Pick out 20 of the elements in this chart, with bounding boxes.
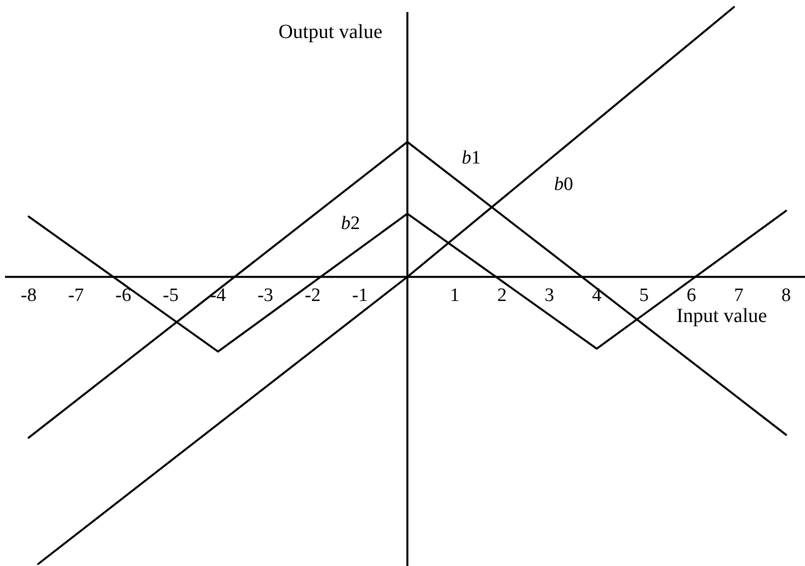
series-label: b2 [341, 213, 360, 234]
x-tick-label: -3 [257, 284, 274, 306]
x-tick-label: 2 [497, 284, 507, 306]
x-tick-label: 6 [686, 284, 696, 306]
x-axis-title: Input value [676, 304, 768, 327]
x-tick-label: 1 [450, 284, 460, 306]
x-tick-label: 3 [544, 284, 554, 306]
x-tick-label: -4 [210, 284, 226, 306]
series-label: b1 [462, 147, 481, 168]
x-tick-label: -1 [352, 284, 368, 306]
x-tick-label: -2 [304, 284, 321, 306]
x-tick-label: -8 [20, 284, 37, 306]
x-tick-label: -5 [162, 284, 179, 306]
x-tick-label: 7 [734, 284, 744, 306]
x-tick-label: 8 [781, 284, 791, 306]
x-tick-label: 5 [639, 284, 649, 306]
series-label: b0 [554, 174, 574, 195]
x-tick-label: -6 [115, 284, 132, 306]
y-axis-title: Output value [278, 21, 382, 43]
x-tick-label: -7 [68, 284, 84, 306]
